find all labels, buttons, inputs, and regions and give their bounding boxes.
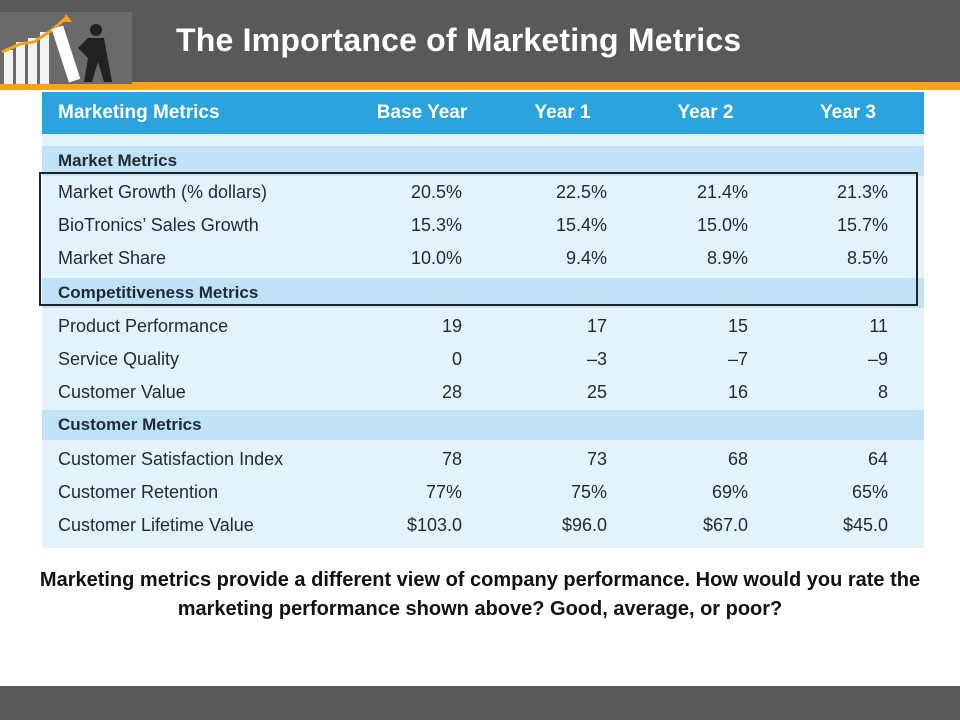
table-cell: 21.3% — [836, 182, 888, 202]
table-cell: 25 — [586, 382, 607, 402]
table-row: Market Growth (% dollars) 20.5% 22.5% 21… — [42, 176, 924, 209]
table-cell: 68 — [727, 449, 748, 469]
slide-title: The Importance of Marketing Metrics — [176, 22, 742, 58]
table-row: Market Share 10.0% 9.4% 8.9% 8.5% — [42, 242, 924, 275]
table-cell: 15.0% — [696, 215, 748, 235]
table-cell: 17 — [586, 316, 607, 336]
metric-label: Customer Lifetime Value — [58, 515, 254, 535]
section-header-market-metrics: Market Metrics — [42, 146, 924, 176]
table-cell: 8.5% — [846, 248, 888, 268]
metric-label: Service Quality — [58, 349, 180, 369]
metric-label: Product Performance — [58, 316, 229, 336]
table-cell: 22.5% — [555, 182, 607, 202]
column-header: Year 2 — [677, 102, 734, 123]
table-cell: –7 — [727, 349, 748, 369]
accent-stripe — [0, 82, 960, 90]
table-cell: $96.0 — [561, 515, 607, 535]
title-bar — [0, 0, 960, 82]
market-metrics-highlight-box — [39, 172, 918, 306]
table-cell: 15.3% — [410, 215, 462, 235]
table-cell: 19 — [441, 316, 462, 336]
table-cell: 21.4% — [696, 182, 748, 202]
table-cell: 64 — [867, 449, 888, 469]
marketing-metrics-table: Marketing Metrics Base Year Year 1 Year … — [42, 92, 924, 548]
table-cell: 65% — [851, 482, 888, 502]
metric-label: Market Share — [58, 248, 167, 268]
marketing-growth-logo-icon — [0, 12, 132, 84]
table-cell: 11 — [869, 316, 888, 336]
table-cell: 15.4% — [555, 215, 607, 235]
section-header-competitiveness-metrics: Competitiveness Metrics — [42, 278, 924, 308]
metric-label: Customer Satisfaction Index — [58, 449, 284, 469]
metric-label: Customer Retention — [58, 482, 219, 502]
table-cell: $67.0 — [702, 515, 748, 535]
section-title: Competitiveness Metrics — [58, 283, 259, 302]
table-cell: 20.5% — [410, 182, 462, 202]
section-title: Market Metrics — [58, 151, 178, 170]
table-cell: –3 — [586, 349, 607, 369]
table-cell: 73 — [586, 449, 607, 469]
table-row: BioTronics’ Sales Growth 15.3% 15.4% 15.… — [42, 209, 924, 242]
table-cell: 16 — [727, 382, 748, 402]
table-row: Customer Lifetime Value $103.0 $96.0 $67… — [42, 509, 924, 542]
table-row: Customer Value 28 25 16 8 — [42, 376, 924, 409]
column-header: Base Year — [376, 102, 468, 123]
metric-label: Customer Value — [58, 382, 186, 402]
table-cell: 8 — [877, 382, 888, 402]
section-header-customer-metrics: Customer Metrics — [42, 410, 924, 440]
column-header: Marketing Metrics — [58, 102, 220, 123]
table-row: Customer Retention 77% 75% 69% 65% — [42, 476, 924, 509]
column-header: Year 1 — [534, 102, 591, 123]
table-cell: $45.0 — [842, 515, 888, 535]
table-row: Customer Satisfaction Index 78 73 68 64 — [42, 443, 924, 476]
table-cell: 8.9% — [706, 248, 748, 268]
footer-bar — [0, 686, 960, 720]
table-cell: 9.4% — [565, 248, 607, 268]
table-cell: 15.7% — [836, 215, 888, 235]
table-row: Service Quality 0 –3 –7 –9 — [42, 343, 924, 376]
table-cell: 10.0% — [410, 248, 462, 268]
table-cell: $103.0 — [406, 515, 462, 535]
table-cell: 28 — [441, 382, 462, 402]
column-header: Year 3 — [820, 102, 876, 123]
table-cell: 0 — [451, 349, 462, 369]
table-cell: 77% — [425, 482, 462, 502]
table-cell: 15 — [727, 316, 748, 336]
table-cell: 78 — [441, 449, 462, 469]
slide-caption: Marketing metrics provide a different vi… — [39, 569, 921, 620]
table-cell: –9 — [867, 349, 888, 369]
table-cell: 69% — [711, 482, 748, 502]
table-row: Product Performance 19 17 15 11 — [42, 310, 924, 343]
metric-label: Market Growth (% dollars) — [58, 182, 268, 202]
table-header-row: Marketing Metrics Base Year Year 1 Year … — [42, 92, 924, 134]
metric-label: BioTronics’ Sales Growth — [58, 215, 259, 235]
section-title: Customer Metrics — [58, 415, 202, 434]
table-cell: 75% — [570, 482, 607, 502]
